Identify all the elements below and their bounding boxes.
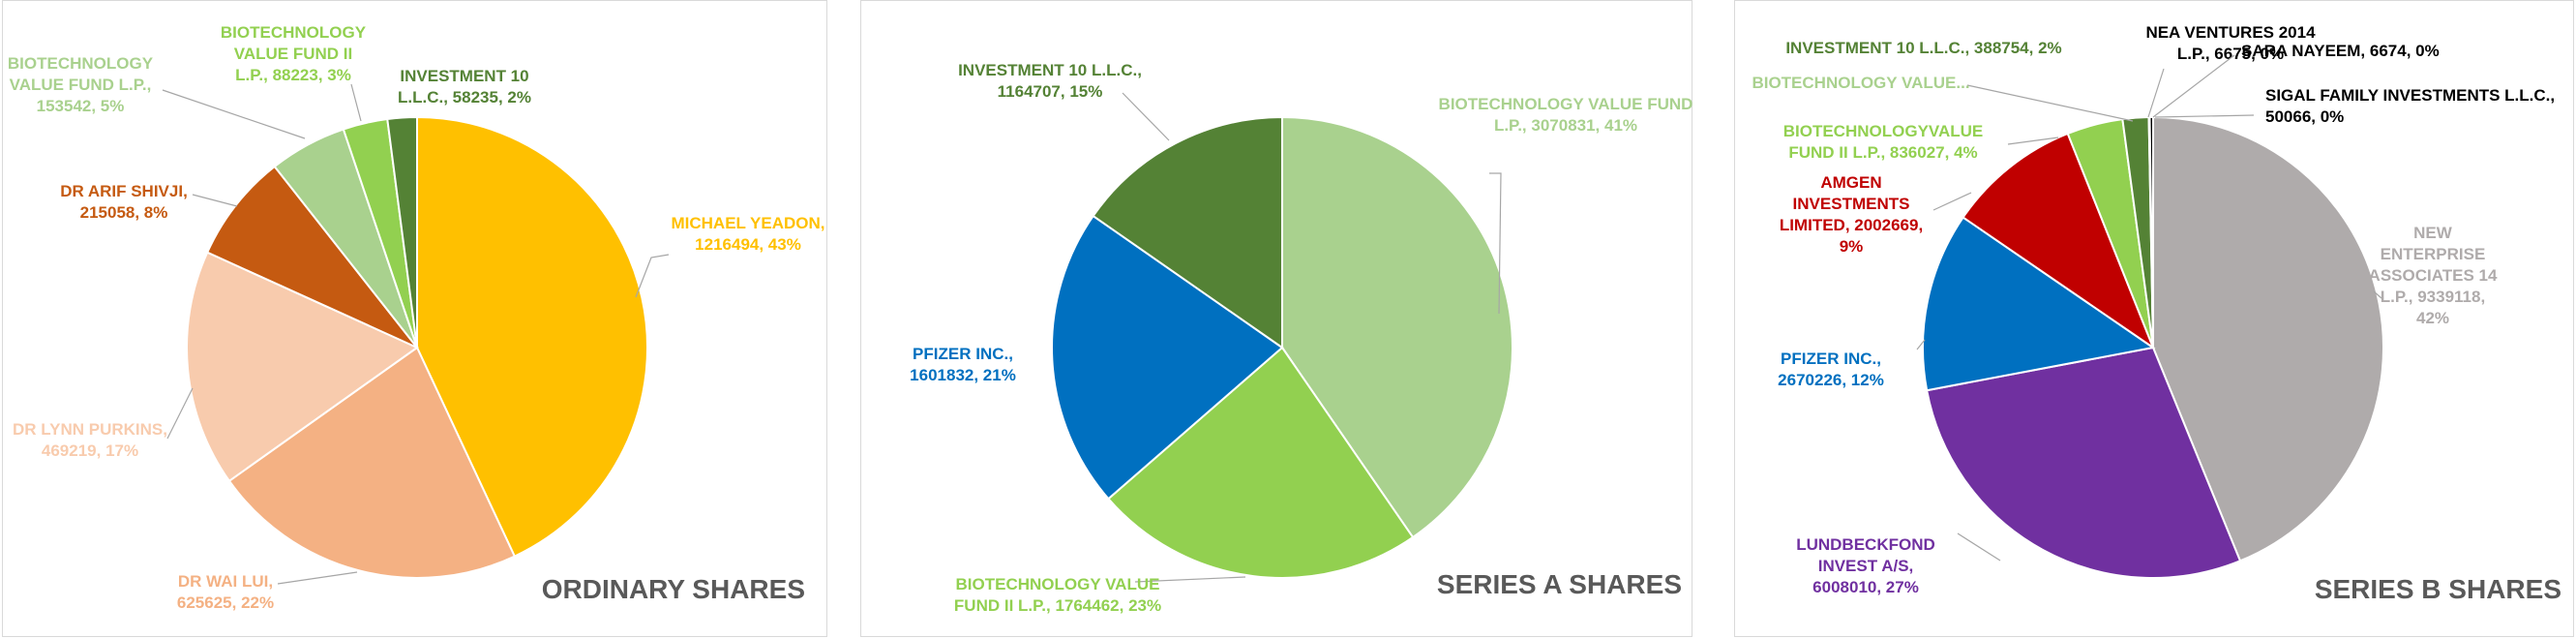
chart-panel-series-a: BIOTECHNOLOGY VALUE FUND L.P., 3070831, 4… — [860, 0, 1692, 637]
slice-data-label-2: PFIZER INC., 1601832, 21% — [910, 345, 1016, 384]
slice-data-label-1: BIOTECHNOLOGY VALUE FUND II L.P., 1764462… — [954, 575, 1161, 615]
slice-data-label-5: BIOTECHNOLOGY VALUE... — [1752, 74, 1969, 92]
leader-line-9 — [2154, 114, 2255, 118]
chart-title: SERIES B SHARES — [2315, 574, 2561, 604]
series-b-shares-pie-chart: NEW ENTERPRISE ASSOCIATES 14 L.P., 9339118,… — [1752, 23, 2561, 604]
pie-slice-9 — [2148, 115, 2154, 349]
leader-line-1 — [277, 571, 358, 585]
pie-slice-0 — [2152, 115, 2384, 562]
slice-data-label-0: BIOTECHNOLOGY VALUE FUND L.P., 3070831, 4… — [1439, 95, 1693, 135]
leader-line-4 — [162, 89, 306, 139]
pie-slice-2 — [1922, 216, 2156, 392]
leader-line-5 — [1966, 84, 2134, 122]
leader-line-5 — [350, 83, 362, 122]
slice-data-label-9: SIGAL FAMILY INVESTMENTS L.L.C., 50066, 0… — [2265, 86, 2555, 126]
pie-slices — [1051, 115, 1514, 579]
slice-data-label-1: DR WAI LUI, 625625, 22% — [177, 572, 274, 612]
pie-slices — [1922, 115, 2384, 579]
leader-line-4 — [2007, 137, 2059, 145]
ordinary-shares-pie-chart: MICHAEL YEADON, 1216494, 43% DR WAI LUI, 62… — [8, 23, 825, 612]
pie-slice-3 — [1092, 115, 1283, 349]
pie-slice-2 — [1051, 214, 1284, 501]
slice-data-label-5: BIOTECHNOLOGY VALUE FUND II L.P., 88223, 3… — [221, 23, 367, 84]
leader-line-3 — [192, 194, 238, 207]
series-a-shares-pie-chart: BIOTECHNOLOGY VALUE FUND L.P., 3070831, 4… — [910, 61, 1693, 615]
slice-data-label-6: INVESTMENT 10 L.L.C., 58235, 2% — [398, 67, 531, 106]
slice-data-label-4: BIOTECHNOLOGY VALUE FUND L.P., 153542, 5% — [8, 54, 154, 115]
slice-data-label-6: INVESTMENT 10 L.L.C., 388754, 2% — [1785, 39, 2061, 57]
chart-title: SERIES A SHARES — [1437, 569, 1682, 599]
pie-slice-0 — [416, 115, 648, 558]
pie-slice-0 — [1281, 115, 1514, 539]
leader-line-0 — [1489, 172, 1502, 315]
slice-data-label-8: SARA NAYEEM, 6674, 0% — [2241, 42, 2440, 60]
leader-line-7 — [2147, 68, 2165, 118]
chart-panel-series-b: NEW ENTERPRISE ASSOCIATES 14 L.P., 9339118,… — [1734, 0, 2574, 637]
leader-line-1 — [1134, 576, 1246, 583]
leader-line-0 — [2373, 290, 2382, 299]
pie-slice-1 — [227, 346, 517, 579]
pie-slices — [186, 115, 648, 579]
slice-data-label-1: LUNDBECKFOND INVEST A/S, 6008010, 27% — [1796, 535, 1935, 596]
slice-data-label-3: AMGEN INVESTMENTS LIMITED, 2002669, 9% — [1780, 173, 1923, 256]
leader-line-2 — [166, 387, 194, 440]
leader-line-0 — [635, 254, 670, 298]
chart-title: ORDINARY SHARES — [542, 574, 805, 604]
pie-slice-3 — [1962, 132, 2156, 350]
slice-data-label-0: MICHAEL YEADON, 1216494, 43% — [671, 214, 824, 254]
pie-slice-6 — [386, 115, 418, 349]
slice-data-label-0: NEW ENTERPRISE ASSOCIATES 14 L.P., 9339118,… — [2369, 224, 2498, 327]
leader-line-2 — [1916, 339, 1926, 350]
slice-data-label-2: PFIZER INC., 2670226, 12% — [1778, 349, 1884, 389]
leader-line-1 — [1957, 532, 2001, 562]
pie-slice-2 — [186, 251, 419, 483]
leader-line-3 — [1932, 192, 1972, 211]
slice-data-label-4: BIOTECHNOLOGYVALUE FUND II L.P., 836027, … — [1783, 122, 1984, 162]
leader-line-8 — [2152, 54, 2235, 118]
pie-slice-1 — [1107, 346, 1415, 579]
chart-panel-ordinary: MICHAEL YEADON, 1216494, 43% DR WAI LUI, 62… — [2, 0, 827, 637]
slice-data-label-3: INVESTMENT 10 L.L.C., 1164707, 15% — [958, 61, 1142, 101]
slice-data-label-7: NEA VENTURES 2014 L.P., 6675, 0% — [2145, 23, 2316, 63]
leader-line-3 — [1122, 92, 1170, 141]
slice-data-label-2: DR LYNN PURKINS, 469219, 17% — [13, 420, 167, 460]
slice-data-label-3: DR ARIF SHIVJI, 215058, 8% — [60, 182, 188, 222]
pie-slice-1 — [1925, 346, 2242, 579]
